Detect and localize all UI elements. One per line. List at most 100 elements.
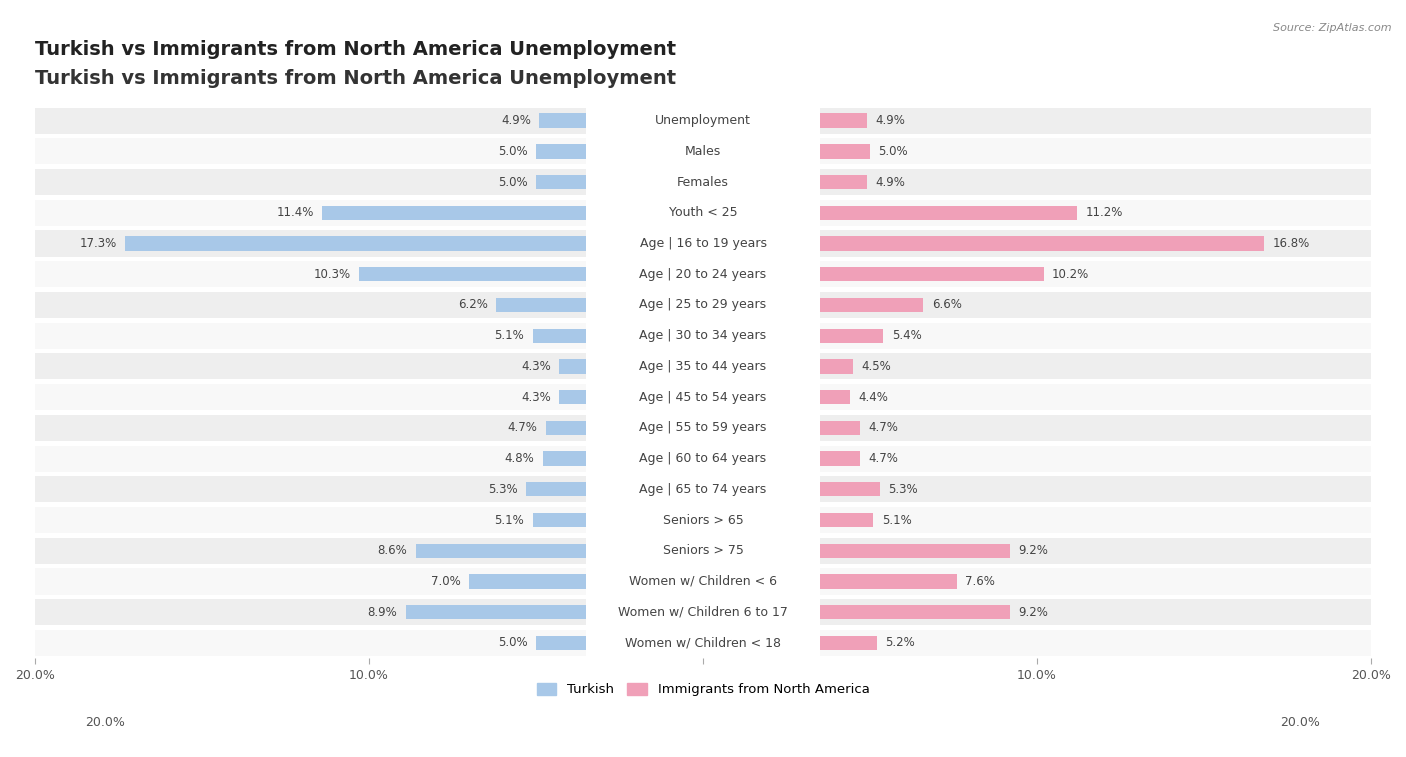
Text: 10.2%: 10.2%: [1052, 268, 1090, 281]
Bar: [586, 507, 820, 533]
Text: 11.2%: 11.2%: [1085, 207, 1123, 220]
Bar: [586, 537, 820, 564]
Legend: Turkish, Immigrants from North America: Turkish, Immigrants from North America: [531, 678, 875, 702]
Text: Women w/ Children < 18: Women w/ Children < 18: [626, 637, 780, 650]
Bar: [560, 390, 703, 404]
Text: Age | 16 to 19 years: Age | 16 to 19 years: [640, 237, 766, 250]
Bar: [35, 169, 1371, 195]
Bar: [35, 476, 1371, 503]
Text: 8.6%: 8.6%: [378, 544, 408, 557]
Bar: [703, 267, 1043, 282]
Text: 5.1%: 5.1%: [495, 329, 524, 342]
Text: Age | 65 to 74 years: Age | 65 to 74 years: [640, 483, 766, 496]
Text: 9.2%: 9.2%: [1019, 606, 1049, 618]
Text: 4.7%: 4.7%: [869, 422, 898, 435]
Text: 7.0%: 7.0%: [432, 575, 461, 588]
Bar: [586, 200, 820, 226]
Text: 17.3%: 17.3%: [80, 237, 117, 250]
Bar: [526, 482, 703, 497]
Bar: [703, 512, 873, 527]
Text: 5.0%: 5.0%: [879, 145, 908, 158]
Text: 5.4%: 5.4%: [891, 329, 921, 342]
Text: Seniors > 75: Seniors > 75: [662, 544, 744, 557]
Bar: [533, 329, 703, 343]
Bar: [703, 421, 860, 435]
Bar: [546, 421, 703, 435]
Bar: [703, 390, 851, 404]
Text: 16.8%: 16.8%: [1272, 237, 1310, 250]
Bar: [35, 354, 1371, 379]
Bar: [586, 139, 820, 164]
Text: 5.1%: 5.1%: [495, 513, 524, 527]
Bar: [35, 200, 1371, 226]
Bar: [586, 446, 820, 472]
Bar: [536, 175, 703, 189]
Bar: [703, 329, 883, 343]
Bar: [406, 605, 703, 619]
Bar: [540, 114, 703, 128]
Bar: [35, 507, 1371, 533]
Bar: [35, 537, 1371, 564]
Text: Females: Females: [678, 176, 728, 188]
Text: Youth < 25: Youth < 25: [669, 207, 737, 220]
Text: 10.3%: 10.3%: [314, 268, 350, 281]
Text: 4.3%: 4.3%: [522, 360, 551, 373]
Bar: [586, 107, 820, 134]
Text: 4.9%: 4.9%: [501, 114, 531, 127]
Text: Age | 45 to 54 years: Age | 45 to 54 years: [640, 391, 766, 403]
Bar: [703, 236, 1264, 251]
Bar: [543, 451, 703, 466]
Text: 5.0%: 5.0%: [498, 145, 527, 158]
Bar: [125, 236, 703, 251]
Text: Seniors > 65: Seniors > 65: [662, 513, 744, 527]
Bar: [586, 354, 820, 379]
Bar: [703, 575, 957, 589]
Bar: [35, 630, 1371, 656]
Text: 4.9%: 4.9%: [875, 114, 905, 127]
Bar: [35, 322, 1371, 349]
Text: Unemployment: Unemployment: [655, 114, 751, 127]
Bar: [416, 544, 703, 558]
Bar: [703, 114, 866, 128]
Bar: [35, 230, 1371, 257]
Text: Age | 25 to 29 years: Age | 25 to 29 years: [640, 298, 766, 311]
Text: Women w/ Children 6 to 17: Women w/ Children 6 to 17: [619, 606, 787, 618]
Bar: [703, 636, 877, 650]
Text: 4.3%: 4.3%: [522, 391, 551, 403]
Bar: [536, 636, 703, 650]
Text: 4.8%: 4.8%: [505, 452, 534, 465]
Text: Age | 55 to 59 years: Age | 55 to 59 years: [640, 422, 766, 435]
Bar: [35, 599, 1371, 625]
Bar: [703, 605, 1011, 619]
Bar: [35, 107, 1371, 134]
Bar: [586, 569, 820, 594]
Text: Age | 20 to 24 years: Age | 20 to 24 years: [640, 268, 766, 281]
Text: 6.6%: 6.6%: [932, 298, 962, 311]
Text: 5.1%: 5.1%: [882, 513, 911, 527]
Text: Males: Males: [685, 145, 721, 158]
Bar: [35, 446, 1371, 472]
Text: Source: ZipAtlas.com: Source: ZipAtlas.com: [1274, 23, 1392, 33]
Text: 5.3%: 5.3%: [889, 483, 918, 496]
Text: 20.0%: 20.0%: [86, 716, 125, 730]
Bar: [703, 360, 853, 374]
Text: Age | 35 to 44 years: Age | 35 to 44 years: [640, 360, 766, 373]
Text: 5.3%: 5.3%: [488, 483, 517, 496]
Bar: [703, 544, 1011, 558]
Bar: [35, 292, 1371, 318]
Bar: [703, 175, 866, 189]
Text: Age | 30 to 34 years: Age | 30 to 34 years: [640, 329, 766, 342]
Bar: [560, 360, 703, 374]
Bar: [586, 261, 820, 288]
Text: 5.0%: 5.0%: [498, 637, 527, 650]
Text: 5.0%: 5.0%: [498, 176, 527, 188]
Text: 4.9%: 4.9%: [875, 176, 905, 188]
Text: 5.2%: 5.2%: [884, 637, 915, 650]
Text: 20.0%: 20.0%: [1281, 716, 1320, 730]
Text: 7.6%: 7.6%: [965, 575, 995, 588]
Bar: [586, 322, 820, 349]
Bar: [586, 476, 820, 503]
Bar: [35, 569, 1371, 594]
Text: Women w/ Children < 6: Women w/ Children < 6: [628, 575, 778, 588]
Bar: [359, 267, 703, 282]
